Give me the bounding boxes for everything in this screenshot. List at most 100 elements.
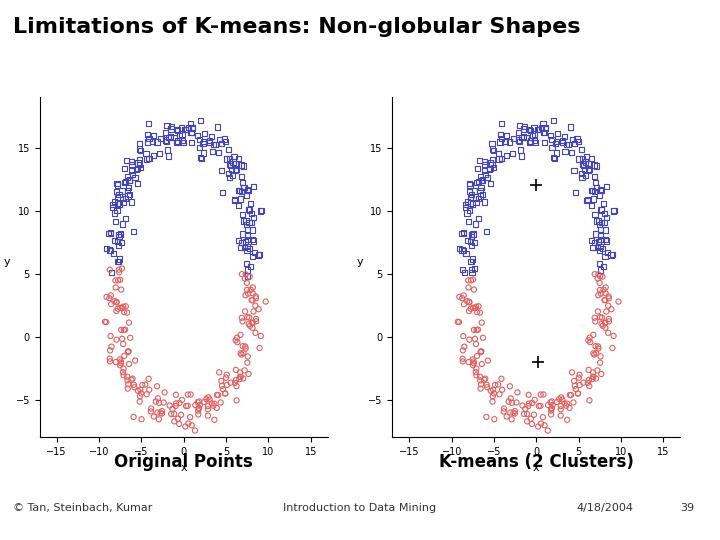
Point [211,390,222,399]
Point [133,160,145,168]
Point [236,270,248,279]
Point [245,262,256,271]
Point [253,250,265,259]
Point [577,379,589,387]
Point [240,344,251,353]
Point [486,139,498,148]
Point [595,185,606,194]
Point [595,272,606,280]
Point [221,381,233,389]
Point [557,137,568,145]
Point [457,332,469,340]
Point [131,165,143,174]
Point [240,220,252,229]
Point [122,348,134,356]
Point [189,426,201,435]
Point [472,177,484,186]
Point [228,152,240,160]
Point [486,160,498,168]
Point [101,244,112,253]
Text: Original Points: Original Points [114,453,253,471]
Point [118,364,130,373]
Point [469,220,481,228]
Point [460,249,472,258]
Point [589,211,600,219]
Point [519,122,531,131]
Point [582,336,594,345]
Point [493,150,505,158]
Point [518,410,530,418]
Point [549,154,560,163]
Point [517,401,528,410]
Point [156,409,168,418]
Point [114,275,126,284]
Point [462,208,473,217]
Point [136,415,148,423]
Point [196,154,207,163]
Point [566,148,577,157]
Point [221,370,233,379]
Point [476,176,487,185]
Point [230,379,241,387]
Point [466,241,477,249]
Point [498,407,510,416]
Point [568,376,580,385]
Point [485,179,496,188]
Point [462,237,473,245]
Point [156,134,167,143]
Point [559,399,570,408]
Point [555,411,567,420]
Point [573,154,585,163]
Point [232,338,243,347]
Point [115,285,127,294]
Point [174,399,185,407]
Point [514,137,526,146]
Point [176,124,187,132]
Point [595,226,606,234]
Point [501,412,513,421]
Point [255,332,266,340]
Point [562,415,573,424]
Point [204,395,215,404]
Point [172,137,184,145]
Point [598,199,609,208]
Point [473,302,485,310]
Point [588,194,599,203]
Point [161,137,173,146]
Point [568,166,580,175]
Point [495,130,506,139]
Point [457,346,469,355]
Point [469,238,480,247]
Point [487,386,499,394]
Point [576,173,588,181]
Point [539,421,550,430]
Point [547,401,559,409]
Point [187,123,199,131]
Point [594,286,606,294]
Point [143,154,155,163]
Point [247,296,258,305]
Point [235,350,247,359]
Point [588,368,599,377]
Point [600,296,611,305]
Point [487,392,498,401]
Point [235,330,246,339]
Point [106,342,117,351]
Point [105,230,117,238]
Point [470,198,482,207]
Point [485,164,496,173]
Point [134,145,145,153]
Point [504,382,516,390]
Point [475,347,487,356]
Point [142,130,153,139]
Point [465,199,477,207]
Point [193,404,204,413]
Point [193,404,204,413]
Point [458,291,469,300]
Point [185,129,197,137]
Point [472,308,483,316]
Point [171,399,182,408]
Point [250,301,261,310]
Point [236,187,248,195]
Point [227,171,238,180]
